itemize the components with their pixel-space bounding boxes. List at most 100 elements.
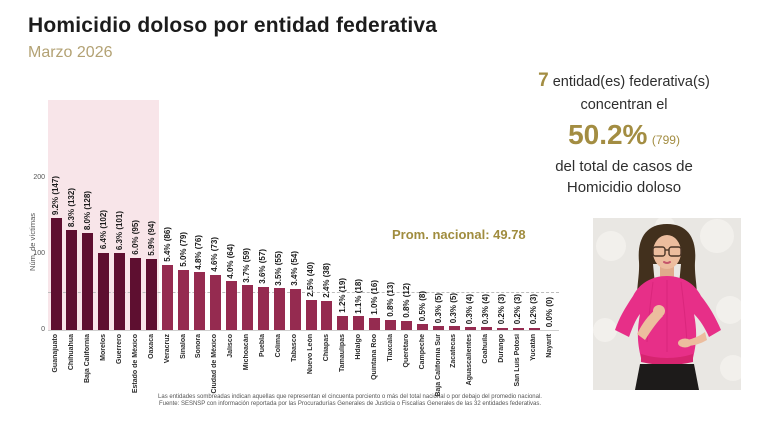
bar-category-label: Veracruz bbox=[163, 334, 171, 364]
y-tick-100: 100 bbox=[33, 250, 45, 257]
bar bbox=[337, 315, 349, 330]
bar bbox=[146, 258, 158, 330]
bar-value-label: 9.2% (147) bbox=[51, 176, 60, 216]
summary-line2: concentran el bbox=[580, 97, 668, 113]
bar bbox=[241, 285, 253, 330]
bar-category-label: Yucatán bbox=[530, 334, 538, 361]
footnote-line1: Las entidades sombreadas indican aquella… bbox=[158, 394, 542, 400]
bar-value-label: 5.0% (79) bbox=[178, 232, 188, 267]
bar-value-label: 0.0% (0) bbox=[545, 296, 554, 327]
summary-line5: Homicidio doloso bbox=[566, 179, 682, 196]
national-average-label: Prom. nacional: 49.78 bbox=[392, 227, 526, 242]
chart-footnote: Las entidades sombreadas indican aquella… bbox=[90, 394, 610, 408]
bar-value-label: 6.0% (95) bbox=[130, 220, 140, 255]
bar-category-label: Ciudad de México bbox=[211, 334, 219, 394]
bar bbox=[209, 274, 221, 330]
bar-category-label: Guanajuato bbox=[52, 334, 59, 373]
bar bbox=[273, 288, 285, 330]
bar-category-label: Zacatecas bbox=[450, 334, 458, 368]
bar-value-label: 6.3% (101) bbox=[114, 211, 124, 251]
y-tick-200: 200 bbox=[33, 174, 45, 181]
bar bbox=[257, 286, 269, 330]
bar-category-label: Chihuahua bbox=[67, 334, 75, 371]
bar bbox=[98, 252, 110, 330]
bar bbox=[385, 320, 397, 330]
bar-category-label: Tabasco bbox=[291, 334, 298, 362]
bar bbox=[130, 257, 142, 330]
bar-category-label: Quintana Roo bbox=[370, 334, 378, 380]
bar-value-label: 0.3% (5) bbox=[449, 292, 459, 324]
bar bbox=[464, 327, 476, 330]
bar-value-label: 0.3% (4) bbox=[481, 293, 491, 324]
bar-value-label: 0.3% (4) bbox=[465, 293, 475, 324]
bar bbox=[480, 327, 492, 330]
bar-value-label: 2.5% (40) bbox=[306, 261, 315, 297]
summary-percentage: 50.2% bbox=[568, 119, 648, 150]
bar-category-label: Estado de México bbox=[131, 334, 139, 394]
y-tick-0: 0 bbox=[41, 326, 45, 333]
bar bbox=[528, 327, 540, 330]
bar-category-label: Nuevo León bbox=[307, 334, 314, 375]
bar-category-label: Michoacán bbox=[243, 334, 251, 371]
bar bbox=[82, 232, 94, 330]
bar bbox=[496, 327, 508, 330]
bar-value-label: 0.8% (13) bbox=[385, 282, 395, 318]
bar-category-label: Sonora bbox=[195, 334, 203, 359]
summary-panel: 7 entidad(es) federativa(s) concentran e… bbox=[495, 70, 753, 196]
bar bbox=[66, 229, 78, 330]
bar-category-label: Baja California bbox=[83, 334, 91, 384]
bar-category-label: Durango bbox=[498, 334, 506, 363]
bar-category-label: Sinaloa bbox=[179, 334, 187, 359]
bar-category-label: Nayarit bbox=[546, 334, 553, 358]
bar bbox=[448, 326, 460, 330]
bar bbox=[289, 289, 301, 330]
bar-category-label: Tamaulipas bbox=[338, 334, 346, 372]
summary-total-cases: (799) bbox=[651, 133, 680, 147]
bar bbox=[225, 281, 237, 330]
bar-value-label: 3.4% (54) bbox=[290, 251, 299, 286]
bar bbox=[50, 218, 62, 330]
bar-value-label: 1.0% (16) bbox=[369, 280, 379, 315]
bar-value-label: 2.4% (38) bbox=[321, 263, 331, 299]
bar-category-label: San Luis Potosí bbox=[514, 334, 522, 387]
interpreter-illustration bbox=[593, 216, 746, 390]
bar bbox=[114, 253, 126, 330]
bar bbox=[417, 323, 428, 330]
bar bbox=[193, 272, 205, 330]
bar-category-label: Chiapas bbox=[322, 334, 330, 362]
bar-value-label: 0.3% (5) bbox=[433, 292, 443, 324]
bar-category-label: Colima bbox=[275, 334, 283, 358]
bar-category-label: Querétaro bbox=[402, 334, 410, 368]
bar-value-label: 0.2% (3) bbox=[513, 294, 523, 325]
footnote-line2: Fuente: SESNSP con información reportada… bbox=[158, 401, 542, 407]
bar-value-label: 0.2% (3) bbox=[529, 294, 539, 325]
bar bbox=[433, 326, 444, 330]
bar-category-label: Hidalgo bbox=[354, 334, 362, 360]
bar-category-label: Jalisco bbox=[227, 334, 235, 358]
bar-chart: Núm. de víctimas 200 100 0 Prom. naciona… bbox=[28, 95, 578, 417]
bar-value-label: 3.6% (57) bbox=[258, 249, 268, 284]
bar bbox=[512, 327, 524, 330]
bar-value-label: 4.6% (73) bbox=[210, 236, 220, 272]
bar-category-label: Baja California Sur bbox=[434, 334, 442, 397]
bar-value-label: 4.8% (76) bbox=[194, 234, 204, 270]
page-subtitle: Marzo 2026 bbox=[28, 44, 113, 61]
bar-value-label: 3.5% (55) bbox=[274, 250, 284, 286]
summary-line1: 7 entidad(es) federativa(s) bbox=[495, 70, 753, 92]
bar bbox=[162, 264, 173, 330]
bar-value-label: 0.8% (12) bbox=[401, 283, 411, 318]
bar-value-label: 1.1% (18) bbox=[353, 278, 363, 314]
bar-value-label: 3.7% (59) bbox=[242, 247, 252, 283]
summary-line3: 50.2% (799) bbox=[495, 119, 753, 151]
x-axis-line bbox=[48, 330, 559, 331]
bar-value-label: 0.5% (8) bbox=[417, 290, 427, 321]
summary-line4: del total de casos de bbox=[555, 158, 693, 175]
bar-category-label: Aguascalientes bbox=[466, 334, 474, 386]
bar-value-label: 0.2% (3) bbox=[497, 294, 507, 325]
national-average-line bbox=[48, 292, 559, 293]
bar-value-label: 6.4% (102) bbox=[98, 210, 108, 250]
bar-category-label: Puebla bbox=[259, 334, 267, 357]
bar-category-label: Oaxaca bbox=[147, 334, 155, 359]
bar bbox=[401, 320, 413, 330]
bar-category-label: Campeche bbox=[418, 334, 426, 370]
